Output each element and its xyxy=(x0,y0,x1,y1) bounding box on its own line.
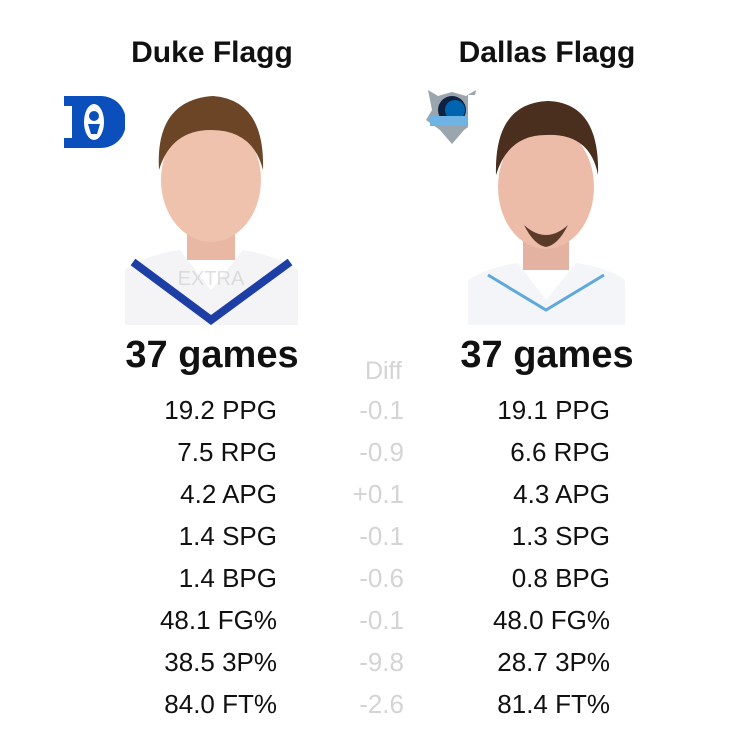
right-stat: 48.0 FG% xyxy=(492,605,610,635)
right-player-title: Dallas Flagg xyxy=(458,36,636,69)
left-stat: 7.5 RPG xyxy=(177,437,277,467)
right-stat: 81.4 FT% xyxy=(497,689,610,719)
diff-value: +0.1 xyxy=(352,479,404,509)
diff-value: -9.8 xyxy=(359,647,404,677)
left-stat: 38.5 3P% xyxy=(164,647,277,677)
right-player-photo xyxy=(468,95,625,325)
mavericks-logo-icon xyxy=(424,86,480,146)
left-stat: 4.2 APG xyxy=(180,479,277,509)
left-stat: 1.4 BPG xyxy=(178,563,277,593)
left-player-photo: EXTRA xyxy=(125,90,298,325)
diff-value: -0.6 xyxy=(359,563,404,593)
left-player-title: Duke Flagg xyxy=(131,36,293,69)
right-stat: 6.6 RPG xyxy=(510,437,610,467)
right-stat: 0.8 BPG xyxy=(511,563,610,593)
diff-value: -0.1 xyxy=(359,395,404,425)
left-games-count: 37 games xyxy=(125,334,299,376)
diff-header: Diff xyxy=(364,357,402,385)
left-stat: 84.0 FT% xyxy=(164,689,277,719)
right-stat: 1.3 SPG xyxy=(511,521,610,551)
right-games-count: 37 games xyxy=(460,334,634,376)
diff-value: -0.9 xyxy=(359,437,404,467)
right-stat: 19.1 PPG xyxy=(497,395,610,425)
diff-value: -2.6 xyxy=(359,689,404,719)
right-stat: 28.7 3P% xyxy=(497,647,610,677)
diff-value: -0.1 xyxy=(359,521,404,551)
left-stat: 48.1 FG% xyxy=(159,605,277,635)
diff-value: -0.1 xyxy=(359,605,404,635)
left-stat: 19.2 PPG xyxy=(164,395,277,425)
duke-logo-icon xyxy=(64,96,126,148)
right-stat: 4.3 APG xyxy=(513,479,610,509)
watermark: EXTRA xyxy=(178,268,245,290)
left-stat: 1.4 SPG xyxy=(178,521,277,551)
